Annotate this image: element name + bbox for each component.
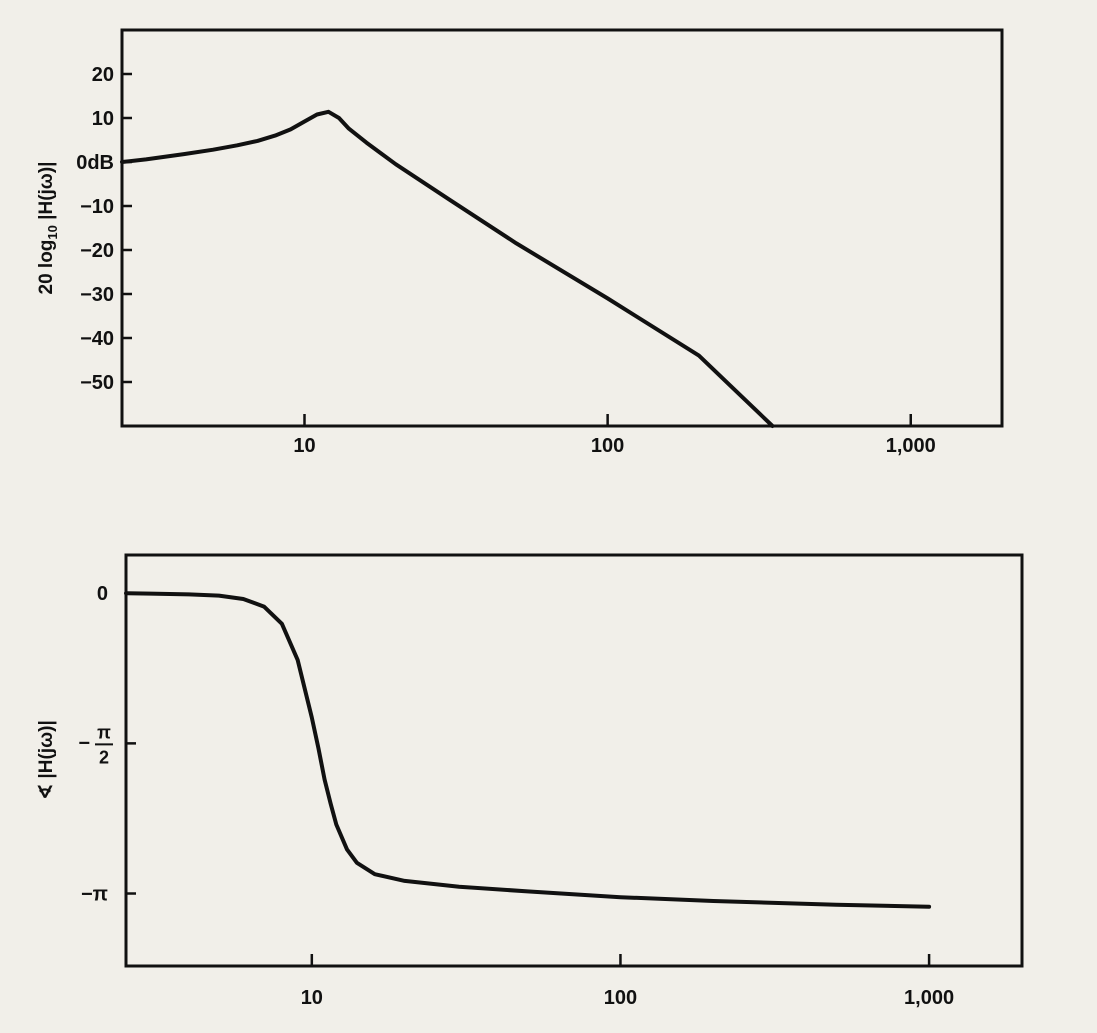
phase-y-axis-title: ∢ |H(jω)|	[36, 720, 57, 800]
y-tick-label: 0dB	[76, 152, 114, 174]
magnitude-y-axis-title: 20 log10 |H(jω)|	[36, 162, 60, 295]
magnitude-x-ticks: 10 100 1,000	[293, 414, 936, 457]
y-tick-label: −20	[80, 240, 114, 262]
phase-curve	[124, 591, 932, 909]
x-tick-label: 10	[301, 987, 323, 1009]
y-tick-label: −10	[80, 196, 114, 218]
y-tick-label: −30	[80, 284, 114, 306]
y-tick-label: − π 2	[78, 722, 113, 767]
magnitude-curve	[120, 109, 775, 428]
phase-plot-frame	[124, 553, 1024, 968]
phase-y-ticks: 0− π2−π	[78, 583, 136, 906]
y-tick-label: 10	[92, 108, 114, 130]
y-tick-label: −π	[81, 884, 108, 906]
y-tick-label: 0	[97, 583, 108, 605]
magnitude-plot-frame	[120, 28, 1004, 428]
x-tick-label: 10	[293, 435, 315, 457]
y-tick-label: −40	[80, 328, 114, 350]
x-tick-label: 100	[604, 987, 637, 1009]
phase-x-ticks: 10 100 1,000	[301, 954, 954, 1009]
x-tick-label: 1,000	[886, 435, 936, 457]
magnitude-y-ticks: 20 10 0dB −10 −20 −30 −40 −50	[76, 64, 132, 394]
y-tick-label: −50	[80, 372, 114, 394]
x-tick-label: 100	[591, 435, 624, 457]
svg-text:2: 2	[99, 747, 109, 767]
svg-text:π: π	[97, 722, 111, 742]
svg-text:−: −	[78, 732, 90, 754]
phase-series-group	[124, 591, 932, 909]
phase-chart: 0− π2−π 10 100 1,000 ∢ |H(jω)|	[36, 553, 1024, 1009]
x-tick-label: 1,000	[904, 987, 954, 1009]
magnitude-chart: 20 10 0dB −10 −20 −30 −40 −50 10 100 1,000 20 log…	[36, 28, 1004, 457]
y-tick-label: 20	[92, 64, 114, 86]
magnitude-series-group	[120, 109, 775, 428]
